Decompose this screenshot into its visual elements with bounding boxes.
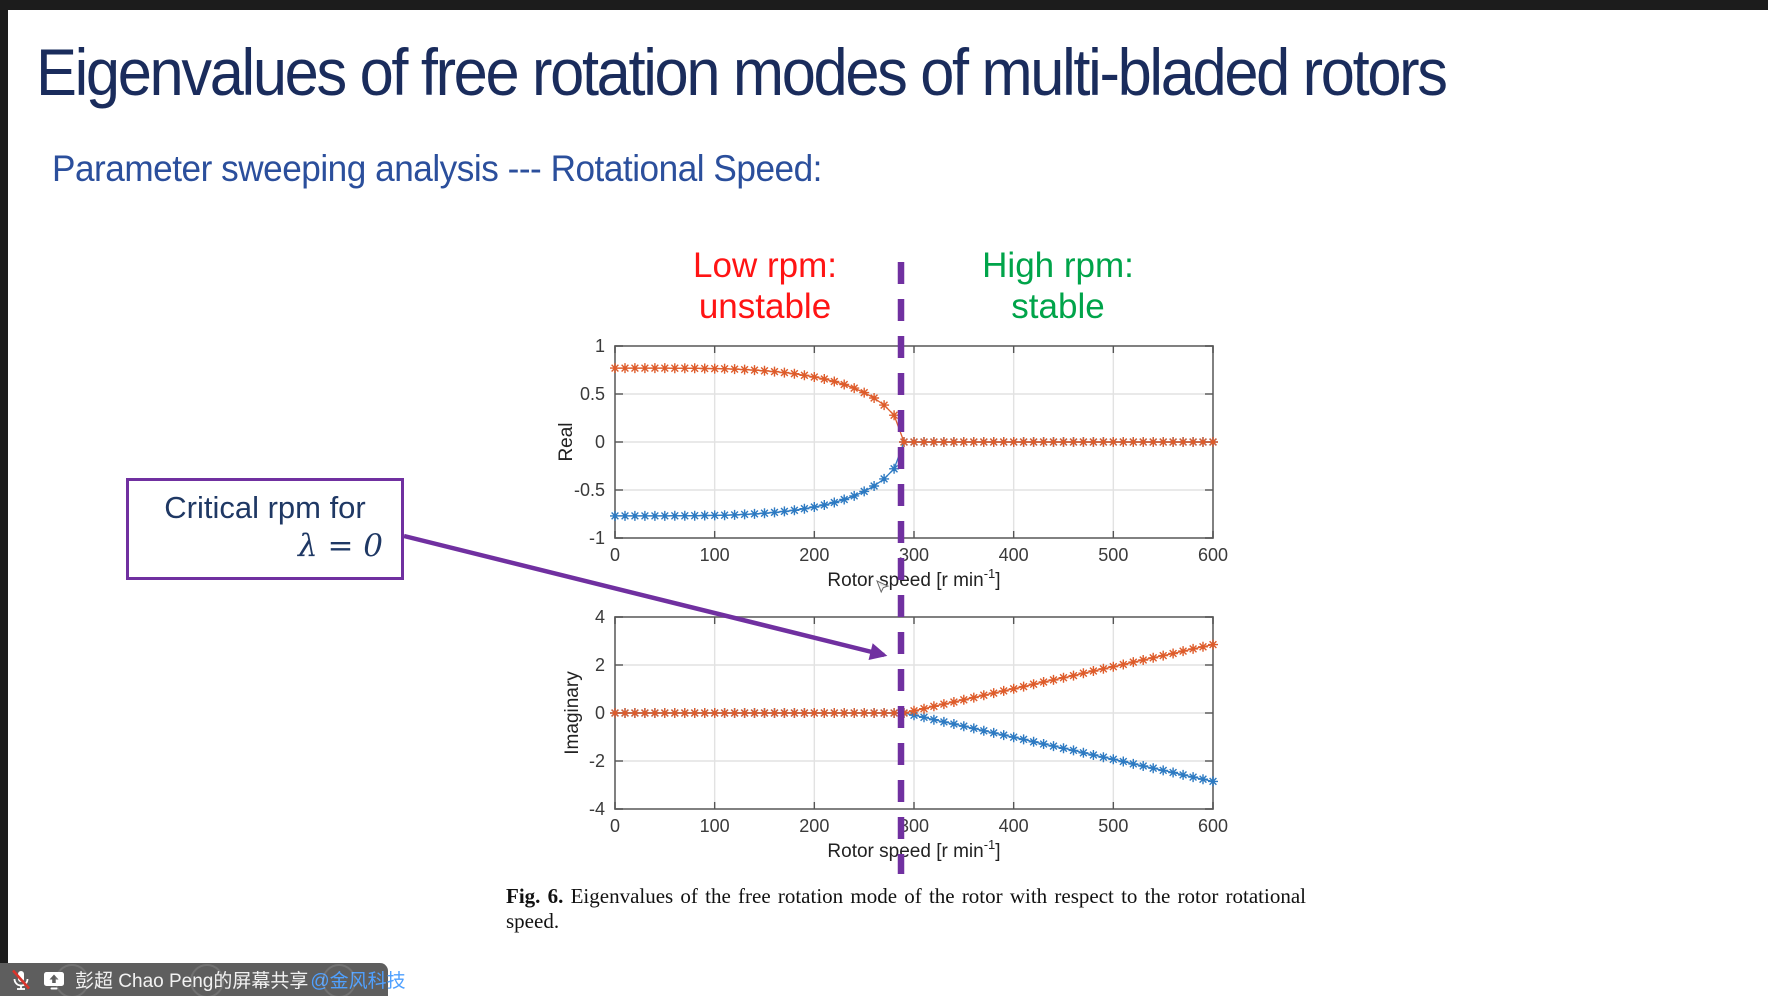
watermark-ring (322, 964, 356, 996)
x-tick-label: 200 (799, 816, 829, 836)
figure-caption: Fig. 6. Eigenvalues of the free rotation… (506, 884, 1306, 934)
annotation-high-rpm-line2: stable (1011, 287, 1105, 326)
series-markers-negative-branch (610, 708, 1218, 787)
x-axis-label: Rotor speed [r min-1] (827, 566, 1000, 591)
y-tick-label: 2 (595, 655, 605, 675)
x-tick-label: 300 (899, 545, 929, 565)
series-line-positive-branch (615, 643, 1214, 714)
imaginary-part-chart: 0 100 200 300 400 500 600 4 2 0 -2 -4 Rotor speed [r… (562, 607, 1228, 862)
series-markers-positive-branch (610, 639, 1218, 718)
x-tick-label: 100 (700, 545, 730, 565)
critical-rpm-callout: Critical rpm for λ = 0 (126, 478, 404, 580)
annotation-low-rpm: Low rpm: unstable (625, 245, 905, 327)
y-tick-label: -4 (589, 799, 605, 819)
x-axis-label: Rotor speed [r min-1] (827, 837, 1000, 862)
series-markers-positive-branch (610, 363, 1218, 447)
x-tick-label: 500 (1098, 545, 1128, 565)
axes-border (614, 616, 1214, 810)
series-line-negative-branch (615, 441, 1213, 517)
real-part-chart: 0 100 200 300 400 500 600 1 0.5 0 -0.5 -1 Rotor spee… (556, 336, 1228, 591)
y-axis-label: Imaginary (562, 671, 583, 755)
window-left-border (0, 0, 8, 996)
x-tick-label: 0 (610, 545, 620, 565)
x-tick-label: 0 (610, 816, 620, 836)
x-tick-label: 600 (1198, 545, 1228, 565)
window-top-border (0, 0, 1768, 10)
screen-share-bar[interactable]: 彭超 Chao Peng的屏幕共享 @金风科技 (0, 963, 406, 996)
x-tick-label: 400 (999, 545, 1029, 565)
y-tick-label: -1 (589, 528, 605, 548)
x-tick-label: 200 (799, 545, 829, 565)
x-tick-label: 500 (1098, 816, 1128, 836)
series-markers-negative-branch (610, 437, 1218, 521)
x-tick-label: 100 (700, 816, 730, 836)
y-tick-label: 1 (595, 336, 605, 356)
slide-title: Eigenvalues of free rotation modes of mu… (36, 35, 1448, 109)
watermark-ring (190, 964, 224, 996)
annotation-low-rpm-line1: Low rpm: (693, 246, 837, 285)
microphone-muted-icon (12, 969, 30, 990)
y-tick-label: -2 (589, 751, 605, 771)
y-tick-label: 4 (595, 607, 605, 627)
series-line-positive-branch (615, 367, 1213, 443)
x-tick-label: 300 (899, 816, 929, 836)
y-axis-label: Real (556, 422, 577, 461)
y-tick-label: 0 (595, 432, 605, 452)
callout-arrow (403, 533, 888, 661)
x-tick-label: 400 (999, 816, 1029, 836)
figure-caption-text: Eigenvalues of the free rotation mode of… (506, 884, 1306, 933)
callout-line1: Critical rpm for (164, 490, 366, 525)
axes-border (614, 345, 1214, 539)
y-tick-label: -0.5 (574, 480, 605, 500)
annotation-high-rpm-line1: High rpm: (982, 246, 1134, 285)
watermark-ring (55, 964, 89, 996)
y-tick-label: 0 (595, 703, 605, 723)
callout-line2: λ = 0 (297, 528, 383, 564)
series-line-negative-branch (615, 712, 1214, 783)
mouse-cursor (876, 580, 890, 594)
figure-caption-label: Fig. 6. (506, 884, 564, 908)
slide-subtitle: Parameter sweeping analysis --- Rotation… (52, 148, 822, 189)
y-tick-label: 0.5 (580, 384, 605, 404)
x-tick-label: 600 (1198, 816, 1228, 836)
annotation-low-rpm-line2: unstable (698, 287, 832, 326)
annotation-high-rpm: High rpm: stable (918, 245, 1198, 327)
